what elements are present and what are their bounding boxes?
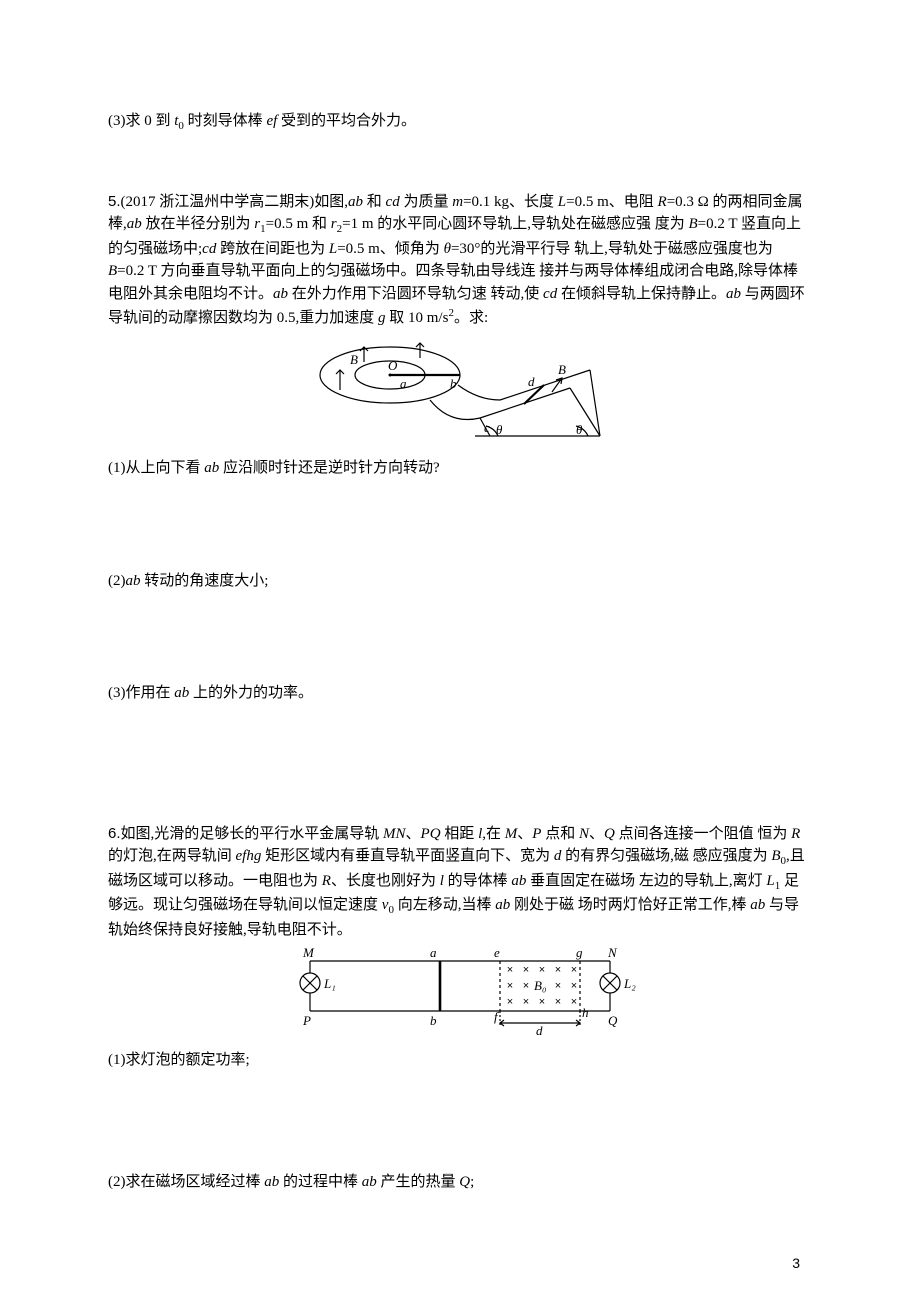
figure-q5: B O a b c d B θ θ bbox=[108, 330, 812, 458]
fig6-x: × bbox=[539, 996, 545, 1008]
fig6-x: × bbox=[523, 964, 529, 976]
fig6-x: × bbox=[555, 964, 561, 976]
fig5-label-B1: B bbox=[350, 352, 358, 367]
fig5-label-O: O bbox=[388, 358, 398, 373]
q6-lead: 6.如图,光滑的足够长的平行水平金属导轨 MN、PQ 相距 l,在 M、P 点和… bbox=[108, 823, 812, 942]
fig6-x: × bbox=[523, 996, 529, 1008]
fig6-M: M bbox=[302, 945, 315, 960]
fig6-B0: B₀ bbox=[534, 978, 546, 993]
fig6-g: g bbox=[576, 945, 583, 960]
fig6-x: × bbox=[507, 980, 513, 992]
fig6-b: b bbox=[430, 1013, 437, 1028]
q6-sub2: (2)求在磁场区域经过棒 ab 的过程中棒 ab 产生的热量 Q; bbox=[108, 1171, 812, 1194]
fig5-label-B2: B bbox=[558, 362, 566, 377]
q3-sub3: (3)求 0 到 t0 时刻导体棒 ef 受到的平均合外力。 bbox=[108, 110, 812, 135]
fig6-x: × bbox=[507, 964, 513, 976]
fig5-label-b: b bbox=[450, 376, 457, 391]
fig6-N: N bbox=[607, 945, 618, 960]
page-number: 3 bbox=[792, 1253, 800, 1274]
fig6-x: × bbox=[571, 980, 577, 992]
figure-q6: × × × × × × × × × × × × × × M N P Q a b … bbox=[108, 941, 812, 1049]
fig6-L1: L₁ bbox=[323, 976, 336, 991]
q5-lead: 5.(2017 浙江温州中学高二期末)如图,ab 和 cd 为质量 m=0.1 … bbox=[108, 191, 812, 330]
fig6-a: a bbox=[430, 945, 437, 960]
fig6-Q: Q bbox=[608, 1013, 618, 1028]
fig6-x: × bbox=[555, 980, 561, 992]
q5-sub3: (3)作用在 ab 上的外力的功率。 bbox=[108, 682, 812, 705]
fig6-h: h bbox=[582, 1005, 589, 1020]
fig6-P: P bbox=[302, 1013, 311, 1028]
fig5-label-theta1: θ bbox=[496, 422, 503, 437]
fig6-x: × bbox=[571, 964, 577, 976]
fig6-L2: L₂ bbox=[623, 976, 636, 991]
q6-sub1: (1)求灯泡的额定功率; bbox=[108, 1049, 812, 1072]
fig5-label-d: d bbox=[528, 374, 535, 389]
fig6-e: e bbox=[494, 945, 500, 960]
fig5-label-a: a bbox=[400, 376, 407, 391]
fig5-label-c: c bbox=[484, 420, 490, 435]
fig6-x: × bbox=[507, 996, 513, 1008]
fig6-d: d bbox=[536, 1023, 543, 1038]
fig6-x: × bbox=[523, 980, 529, 992]
fig5-label-theta2: θ bbox=[576, 422, 583, 437]
fig6-x: × bbox=[539, 964, 545, 976]
fig6-x: × bbox=[571, 996, 577, 1008]
q5-sub1: (1)从上向下看 ab 应沿顺时针还是逆时针方向转动? bbox=[108, 457, 812, 480]
q5-sub2: (2)ab 转动的角速度大小; bbox=[108, 570, 812, 593]
fig6-x: × bbox=[555, 996, 561, 1008]
